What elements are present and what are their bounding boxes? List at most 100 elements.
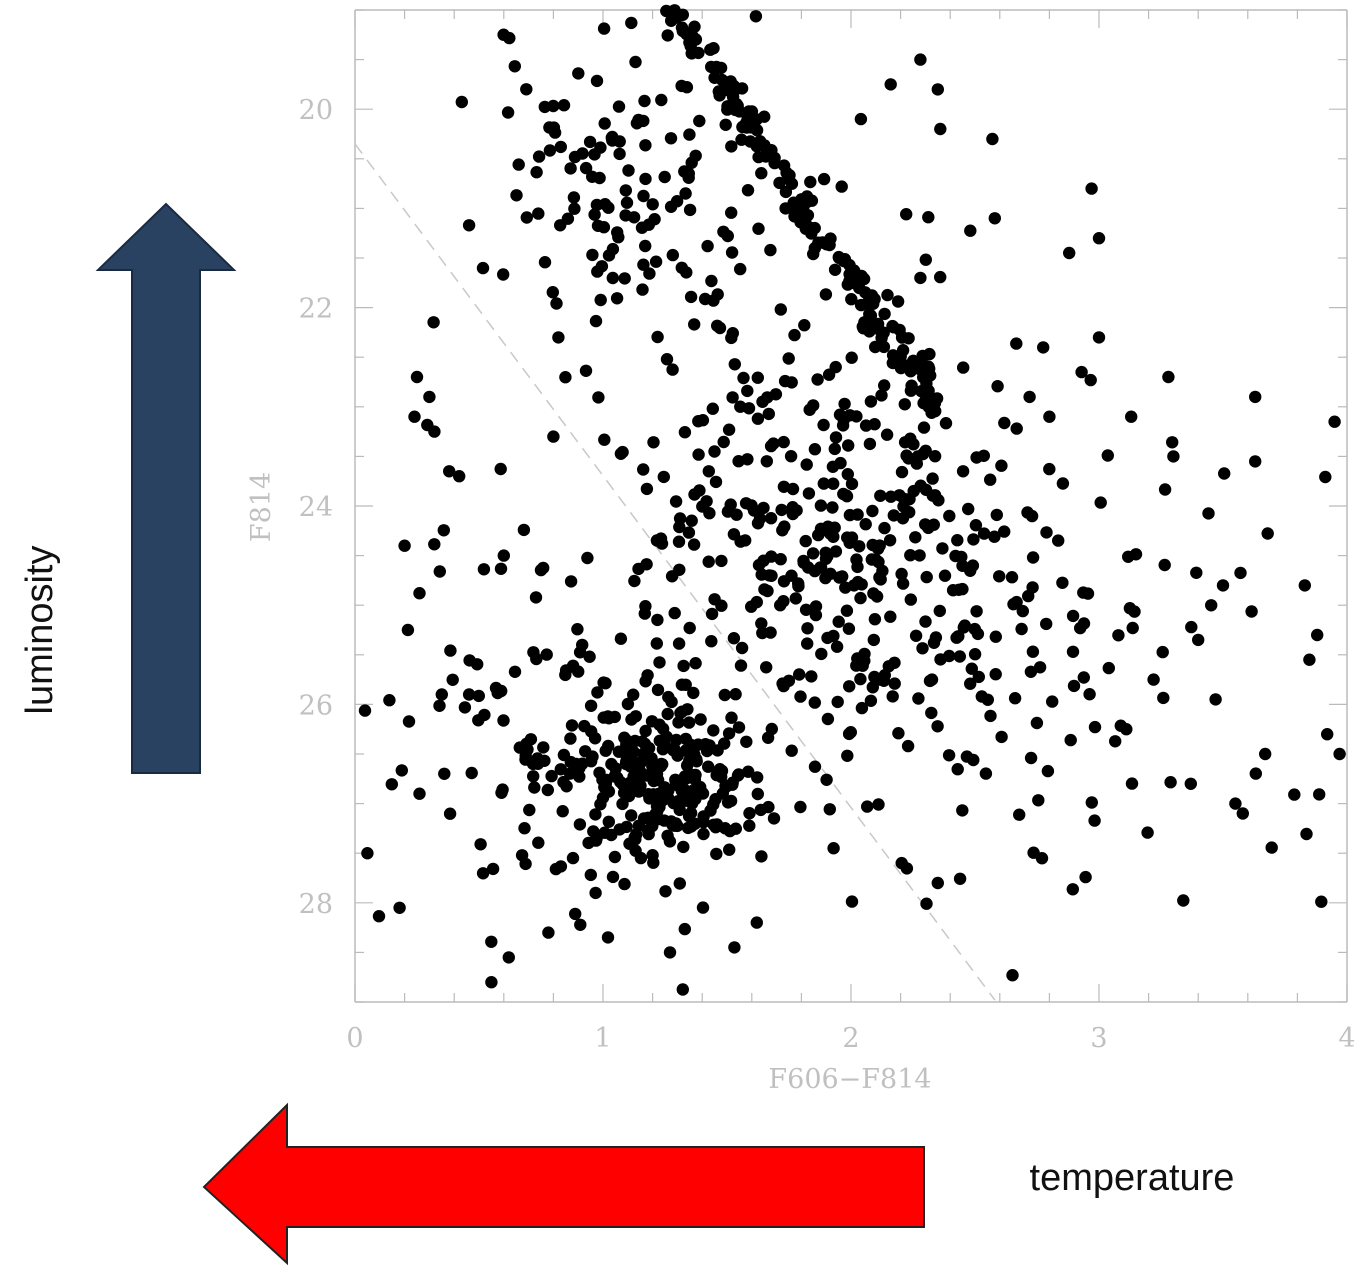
data-point bbox=[1192, 633, 1205, 647]
data-point bbox=[739, 534, 752, 547]
data-point bbox=[800, 190, 814, 203]
data-point bbox=[1008, 692, 1022, 705]
data-point bbox=[741, 384, 754, 398]
data-point bbox=[801, 637, 814, 650]
data-point bbox=[1066, 609, 1080, 623]
data-point bbox=[836, 419, 850, 432]
data-point bbox=[613, 135, 626, 148]
data-point bbox=[616, 445, 629, 459]
data-point bbox=[842, 622, 856, 635]
data-point bbox=[874, 489, 887, 502]
data-point bbox=[549, 862, 563, 876]
data-point bbox=[616, 797, 629, 811]
data-point bbox=[636, 283, 649, 296]
data-point bbox=[673, 563, 686, 576]
data-point bbox=[510, 189, 523, 202]
data-point bbox=[618, 877, 631, 891]
data-point bbox=[774, 553, 787, 566]
data-point bbox=[1147, 673, 1160, 686]
data-point bbox=[951, 763, 964, 776]
data-point bbox=[1158, 558, 1171, 572]
data-point bbox=[501, 106, 515, 119]
data-point bbox=[988, 212, 1001, 225]
data-point bbox=[1303, 653, 1316, 666]
data-point bbox=[1063, 246, 1076, 260]
data-point bbox=[474, 838, 487, 851]
data-point bbox=[900, 208, 913, 221]
data-point bbox=[565, 719, 579, 732]
data-point bbox=[542, 926, 555, 939]
data-point bbox=[753, 512, 767, 525]
data-point bbox=[619, 184, 632, 197]
data-point bbox=[764, 243, 777, 257]
data-point bbox=[564, 575, 578, 588]
data-point bbox=[765, 722, 778, 736]
data-point bbox=[651, 330, 664, 344]
data-point bbox=[486, 862, 500, 876]
data-point bbox=[579, 364, 593, 377]
data-point bbox=[659, 885, 672, 898]
data-point bbox=[608, 850, 622, 864]
data-point bbox=[843, 274, 856, 288]
data-point bbox=[1229, 797, 1242, 810]
data-point bbox=[627, 688, 640, 701]
data-point bbox=[627, 770, 640, 783]
data-point bbox=[965, 662, 978, 675]
data-point bbox=[608, 769, 622, 782]
data-point bbox=[864, 694, 878, 707]
data-point bbox=[655, 93, 668, 107]
data-point bbox=[854, 591, 867, 605]
data-point bbox=[799, 534, 812, 548]
data-point bbox=[916, 447, 930, 461]
data-point bbox=[1056, 576, 1069, 589]
data-point bbox=[639, 600, 652, 613]
data-point bbox=[1006, 969, 1019, 982]
data-point bbox=[844, 726, 857, 739]
axis-ticks bbox=[354, 9, 1348, 1003]
data-point bbox=[693, 114, 706, 128]
data-point bbox=[1298, 579, 1312, 592]
data-point bbox=[680, 28, 693, 41]
data-point bbox=[828, 442, 841, 456]
data-point bbox=[1040, 617, 1053, 631]
data-point bbox=[1245, 605, 1258, 618]
data-point bbox=[756, 626, 769, 640]
data-point bbox=[1167, 450, 1180, 463]
data-point bbox=[760, 661, 773, 674]
data-point bbox=[1209, 693, 1222, 706]
data-point bbox=[931, 83, 944, 96]
data-point bbox=[672, 716, 685, 729]
data-point bbox=[561, 212, 575, 225]
data-point bbox=[794, 800, 807, 814]
data-point bbox=[423, 390, 436, 404]
data-point bbox=[477, 563, 491, 576]
data-point bbox=[967, 533, 980, 546]
data-point bbox=[433, 699, 446, 712]
data-point bbox=[701, 239, 714, 253]
data-point bbox=[1319, 470, 1332, 484]
data-point bbox=[891, 295, 905, 308]
data-point bbox=[547, 430, 560, 443]
data-point bbox=[777, 435, 790, 449]
data-point bbox=[859, 286, 872, 299]
data-point bbox=[902, 452, 915, 465]
data-point bbox=[621, 742, 634, 756]
data-point bbox=[437, 524, 450, 537]
data-point bbox=[903, 492, 916, 506]
data-point bbox=[807, 247, 820, 261]
data-point bbox=[977, 527, 991, 540]
data-point bbox=[755, 167, 768, 180]
data-point bbox=[736, 120, 749, 134]
data-point bbox=[641, 811, 655, 824]
dashed-boundary-line bbox=[354, 143, 996, 1001]
data-point bbox=[678, 165, 691, 178]
data-point bbox=[563, 767, 577, 780]
data-point bbox=[572, 67, 585, 80]
data-point bbox=[413, 587, 426, 600]
data-point bbox=[443, 465, 456, 478]
data-point bbox=[788, 210, 801, 223]
data-point bbox=[1074, 621, 1087, 635]
data-point bbox=[728, 941, 741, 954]
data-point bbox=[697, 827, 710, 841]
data-point bbox=[872, 798, 885, 811]
